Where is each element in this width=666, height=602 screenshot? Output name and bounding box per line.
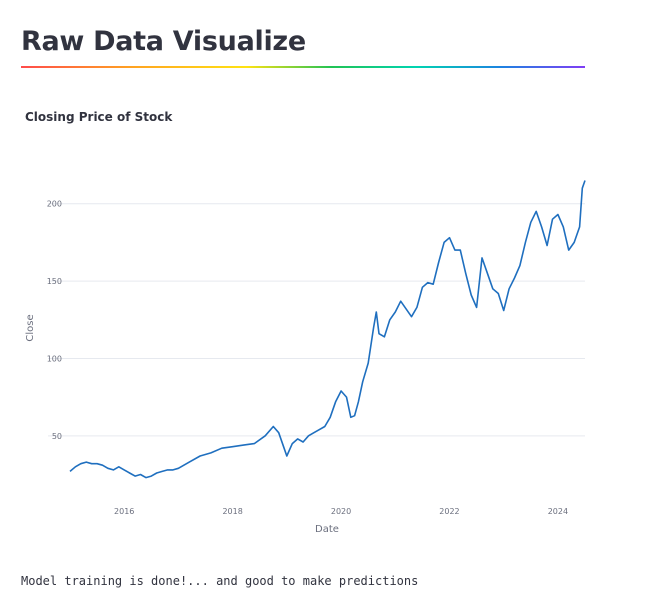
x-axis-ticks: 2016 2018 2020 2022 2024: [114, 507, 568, 516]
x-axis-title: Date: [315, 524, 339, 535]
status-message: Model training is done!... and good to m…: [21, 574, 419, 588]
y-tick-label: 150: [47, 277, 62, 286]
series-layer: [69, 180, 586, 479]
series-line-close: [69, 180, 586, 479]
title-divider: [21, 66, 585, 68]
chart-title: Closing Price of Stock: [25, 110, 173, 124]
x-tick-label: 2016: [114, 507, 134, 516]
grid-lines: [48, 203, 585, 437]
y-tick-label: 200: [47, 200, 62, 209]
x-tick-label: 2020: [331, 507, 351, 516]
x-tick-label: 2024: [548, 507, 568, 516]
y-tick-label: 100: [47, 354, 62, 363]
y-axis-ticks: 50 100 150 200: [47, 200, 62, 441]
x-tick-label: 2018: [222, 507, 242, 516]
page-title: Raw Data Visualize: [21, 26, 306, 57]
x-tick-label: 2022: [439, 507, 459, 516]
y-tick-label: 50: [52, 432, 62, 441]
y-axis-title: Close: [25, 314, 36, 341]
closing-price-chart[interactable]: Closing Price of Stock 50 100 150 200 2016 2…: [0, 95, 640, 555]
